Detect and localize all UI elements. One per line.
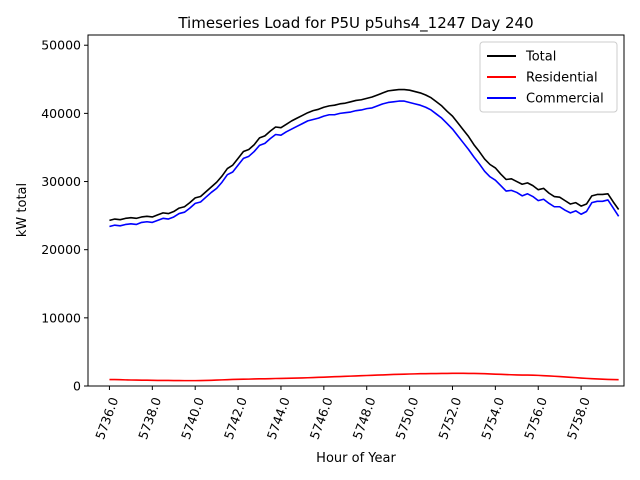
series-line-commercial: [109, 100, 620, 228]
x-axis-label: Hour of Year: [316, 451, 396, 466]
series-line-residential: [109, 372, 619, 382]
legend-label-total: Total: [525, 50, 556, 65]
series-line-total: [109, 88, 620, 222]
y-tick-label: 0: [73, 379, 81, 394]
axes-frame: [87, 34, 625, 387]
legend: Total Residential Commercial: [479, 41, 618, 113]
y-tick-label: 40000: [41, 106, 81, 121]
legend-label-residential: Residential: [526, 71, 598, 86]
y-tick-label: 20000: [41, 242, 81, 257]
legend-box: [479, 41, 618, 113]
y-tick-label: 10000: [41, 310, 81, 325]
y-ticks: 0 10000 20000 30000 40000 50000: [41, 38, 88, 394]
series-layer: [109, 88, 620, 382]
chart-title: Timeseries Load for P5U p5uhs4_1247 Day …: [177, 14, 533, 33]
y-tick-label: 50000: [41, 38, 81, 53]
y-axis-label: kW total: [15, 183, 30, 237]
y-tick-label: 30000: [41, 174, 81, 189]
legend-label-commercial: Commercial: [526, 92, 604, 107]
